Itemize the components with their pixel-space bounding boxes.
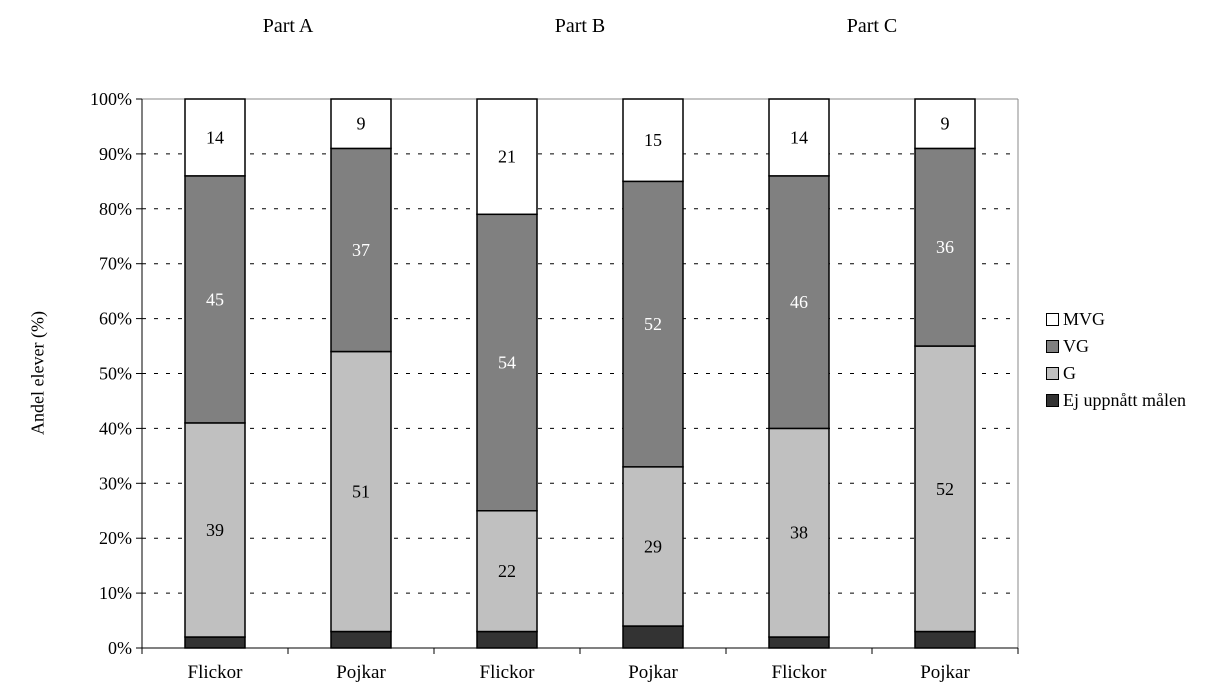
y-tick-label: 0% [108, 638, 132, 658]
data-label: 52 [644, 314, 662, 334]
bar-segment [622, 625, 684, 649]
legend-label: G [1063, 363, 1076, 383]
data-label: 14 [790, 127, 808, 147]
bar-segment [622, 98, 684, 183]
data-label: 9 [357, 114, 366, 134]
y-tick-label: 90% [99, 144, 132, 164]
bar-segment [768, 98, 830, 177]
y-tick-label: 50% [99, 364, 132, 384]
data-label: 45 [206, 289, 224, 309]
data-label: 51 [352, 482, 370, 502]
y-tick-label: 30% [99, 473, 132, 493]
data-label: 54 [498, 353, 516, 373]
x-tick-label: Pojkar [628, 662, 678, 683]
bar-segment [914, 630, 976, 649]
part-title: Part C [846, 15, 898, 37]
bar-segment [622, 466, 684, 627]
data-label: 29 [644, 536, 662, 556]
y-tick-label: 60% [99, 309, 132, 329]
bar-segment [330, 98, 392, 150]
y-tick-label: 40% [99, 418, 132, 438]
data-label: 38 [790, 523, 808, 543]
bar-segment [914, 98, 976, 150]
bar-segment [184, 422, 246, 638]
legend-item: MVG [1046, 306, 1186, 333]
bar-segment [330, 630, 392, 649]
data-label: 14 [206, 127, 224, 147]
y-tick-label: 10% [99, 583, 132, 603]
legend-label: VG [1063, 336, 1089, 356]
x-tick-label: Flickor [772, 662, 828, 683]
x-tick-label: Pojkar [336, 662, 386, 683]
legend-label: Ej uppnått målen [1063, 390, 1186, 410]
bar-segment [330, 147, 392, 353]
legend-label: MVG [1063, 309, 1106, 329]
y-tick-label: 20% [99, 528, 132, 548]
y-tick-label: 80% [99, 199, 132, 219]
legend-swatch [1046, 394, 1059, 407]
y-tick-label: 100% [90, 89, 132, 109]
bar-segment [622, 180, 684, 468]
part-title: Part B [554, 15, 606, 37]
bar-segment [914, 147, 976, 347]
y-tick-label: 70% [99, 254, 132, 274]
legend-swatch [1046, 340, 1059, 353]
data-label: 46 [790, 292, 808, 312]
data-label: 37 [352, 240, 370, 260]
legend-item: Ej uppnått målen [1046, 387, 1186, 414]
bar-segment [768, 175, 830, 430]
x-tick-label: Pojkar [920, 662, 970, 683]
x-tick-label: Flickor [480, 662, 536, 683]
data-label: 39 [206, 520, 224, 540]
bar-segment [914, 345, 976, 633]
data-label: 52 [936, 479, 954, 499]
y-axis-label: Andel elever (%) [27, 311, 48, 435]
data-label: 9 [941, 114, 950, 134]
bar-segment [184, 175, 246, 424]
data-label: 36 [936, 237, 954, 257]
data-label: 15 [644, 130, 662, 150]
legend: MVG VG G Ej uppnått målen [1046, 306, 1186, 414]
legend-swatch [1046, 367, 1059, 380]
bar-segment [476, 213, 538, 512]
data-label: 21 [498, 147, 516, 167]
bar-segment [768, 427, 830, 638]
legend-item: G [1046, 360, 1186, 387]
data-label: 22 [498, 561, 516, 581]
legend-item: VG [1046, 333, 1186, 360]
bar-segment [476, 98, 538, 216]
legend-swatch [1046, 313, 1059, 326]
part-title: Part A [262, 15, 314, 37]
bar-segment [330, 350, 392, 633]
x-tick-label: Flickor [188, 662, 244, 683]
bar-segment [476, 630, 538, 649]
bar-segment [184, 98, 246, 177]
